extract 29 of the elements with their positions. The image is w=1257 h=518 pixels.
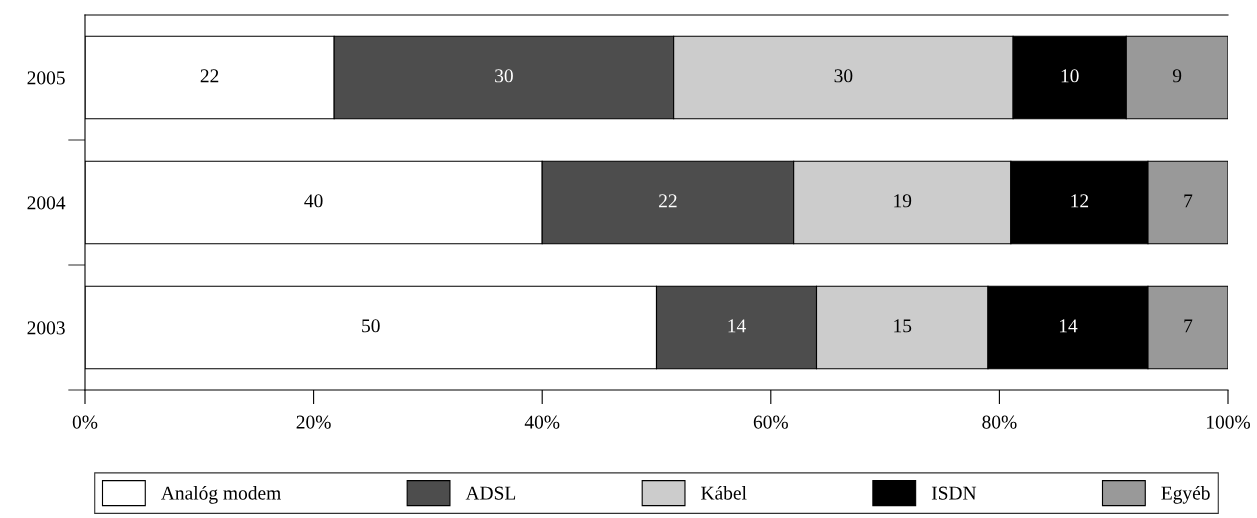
data-label: 15 bbox=[894, 319, 912, 333]
data-label: 12 bbox=[1071, 194, 1089, 208]
data-label: 7 bbox=[1184, 194, 1193, 208]
data-label: 9 bbox=[1172, 69, 1182, 83]
y-tick-label: 2003 bbox=[27, 321, 65, 335]
legend-label: Kábel bbox=[701, 485, 747, 500]
data-label: 30 bbox=[834, 69, 853, 83]
legend-label: Analóg modem bbox=[161, 485, 281, 504]
legend-label: ADSL bbox=[465, 486, 516, 500]
x-tick-label: 0% bbox=[72, 415, 98, 429]
data-label: 10 bbox=[1061, 69, 1079, 83]
data-label: 14 bbox=[1059, 319, 1078, 333]
data-label: 30 bbox=[495, 69, 513, 83]
data-label: 14 bbox=[728, 319, 746, 333]
legend-label: ISDN bbox=[931, 486, 977, 500]
x-tick-label: 60% bbox=[753, 415, 788, 429]
data-label: 40 bbox=[304, 194, 323, 208]
x-tick-label: 100% bbox=[1207, 415, 1251, 429]
data-label: 22 bbox=[659, 194, 677, 208]
data-label: 22 bbox=[200, 69, 219, 83]
x-tick-label: 80% bbox=[982, 415, 1017, 429]
x-tick-label: 20% bbox=[296, 415, 331, 429]
data-label: 50 bbox=[362, 319, 380, 333]
legend-label: Egyéb bbox=[1161, 485, 1210, 504]
data-label: 19 bbox=[894, 194, 912, 208]
y-tick-label: 2005 bbox=[27, 71, 65, 85]
y-tick-label: 2004 bbox=[27, 196, 66, 210]
x-tick-label: 40% bbox=[524, 415, 560, 429]
data-label: 7 bbox=[1184, 319, 1193, 333]
